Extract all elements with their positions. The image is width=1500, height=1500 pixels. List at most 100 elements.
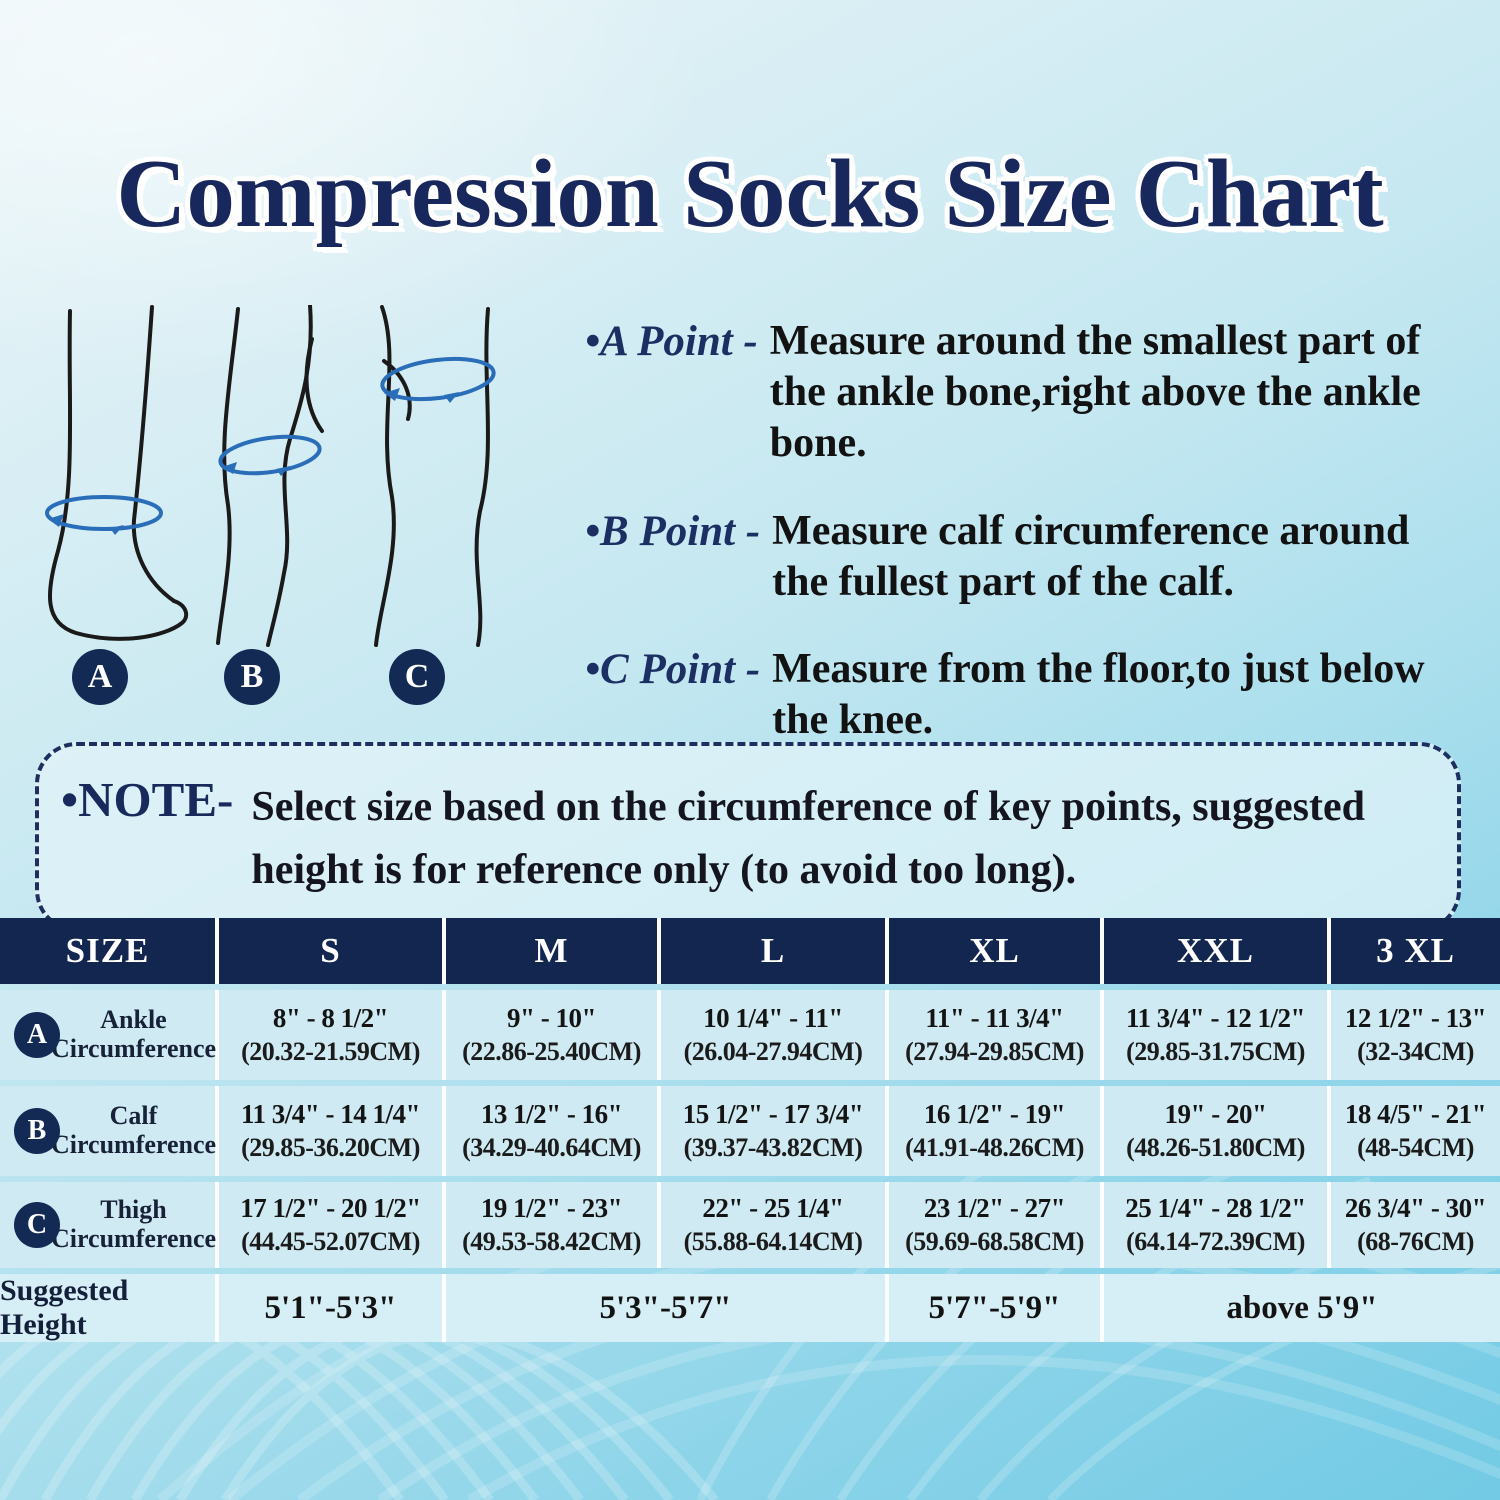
cell-cm: (48-54CM) [1357, 1132, 1474, 1162]
row-label-line2: Circumference [50, 1034, 217, 1063]
calf-measure-band-icon [218, 434, 322, 476]
legs-diagram [45, 305, 496, 647]
cell-cm: (55.88-64.14CM) [683, 1226, 863, 1256]
knee-measure-band-icon [380, 356, 496, 403]
cell-inches: 19" - 20" [1164, 1098, 1267, 1129]
cell-cm: (34.29-40.64CM) [462, 1132, 641, 1162]
leg-illustration-ankle [48, 305, 189, 641]
height-value: 5'7"-5'9" [928, 1289, 1061, 1326]
height-row-label-cell: Suggested Height [0, 1274, 219, 1342]
table-cell: 26 3/4" - 30" (68-76CM) [1331, 1182, 1500, 1268]
cell-inches: 19 1/2" - 23" [480, 1192, 623, 1223]
point-b-item: •B Point - Measure calf circumference ar… [585, 506, 1475, 608]
cell-cm: (22.86-25.40CM) [462, 1036, 641, 1066]
point-c-item: •C Point - Measure from the floor,to jus… [585, 644, 1475, 746]
header-cell-m: M [446, 918, 661, 984]
cell-cm: (29.85-36.20CM) [241, 1132, 420, 1162]
height-cell-xl: 5'7"-5'9" [889, 1274, 1104, 1342]
table-cell: 25 1/4" - 28 1/2" (64.14-72.39CM) [1104, 1182, 1331, 1268]
table-header-row: SIZE S M L XL XXL 3 XL [0, 918, 1500, 984]
row-label-ankle: A Ankle Circumference [0, 990, 219, 1080]
cell-cm: (64.14-72.39CM) [1126, 1226, 1305, 1256]
cell-inches: 11" - 11 3/4" [925, 1002, 1064, 1033]
height-row-label: Suggested Height [0, 1274, 129, 1341]
table-cell: 10 1/4" - 11" (26.04-27.94CM) [661, 990, 889, 1080]
measure-points-list: •A Point - Measure around the smallest p… [585, 316, 1475, 783]
table-row-ankle: A Ankle Circumference 8" - 8 1/2" (20.32… [0, 990, 1500, 1080]
height-cell-m-l: 5'3"-5'7" [446, 1274, 889, 1342]
table-row-calf: B Calf Circumference 11 3/4" - 14 1/4" (… [0, 1086, 1500, 1176]
point-b-label: •B Point - [585, 507, 761, 555]
cell-cm: (59.69-68.58CM) [905, 1226, 1084, 1256]
cell-inches: 11 3/4" - 14 1/4" [241, 1098, 420, 1129]
cell-inches: 11 3/4" - 12 1/2" [1126, 1002, 1305, 1033]
diagram-label-c-letter: C [404, 658, 430, 695]
cell-cm: (32-34CM) [1357, 1036, 1474, 1066]
table-cell: 18 4/5" - 21" (48-54CM) [1331, 1086, 1500, 1176]
note-text: Select size based on the circumference o… [251, 784, 1365, 893]
leg-illustration-calf [216, 305, 324, 647]
table-cell: 11 3/4" - 14 1/4" (29.85-36.20CM) [219, 1086, 446, 1176]
cell-cm: (20.32-21.59CM) [241, 1036, 420, 1066]
cell-cm: (68-76CM) [1357, 1226, 1474, 1256]
header-cell-xxl: XXL [1104, 918, 1331, 984]
point-c-label: •C Point - [585, 646, 761, 694]
cell-cm: (39.37-43.82CM) [683, 1132, 863, 1162]
cell-inches: 18 4/5" - 21" [1344, 1098, 1487, 1129]
cell-inches: 16 1/2" - 19" [923, 1098, 1066, 1129]
cell-cm: (29.85-31.75CM) [1126, 1036, 1305, 1066]
page-title: Compression Socks Size Chart [116, 140, 1384, 247]
size-table: SIZE S M L XL XXL 3 XL A Ankle Circumfer… [0, 918, 1500, 1342]
cell-cm: (26.04-27.94CM) [683, 1036, 863, 1066]
header-cell-s: S [219, 918, 446, 984]
diagram-label-b: B [224, 649, 280, 705]
row-label-thigh: C Thigh Circumference [0, 1182, 219, 1268]
height-cell-xxl-3xl: above 5'9" [1104, 1274, 1500, 1342]
table-cell: 9" - 10" (22.86-25.40CM) [446, 990, 661, 1080]
table-row-suggested-height: Suggested Height 5'1"-5'3" 5'3"-5'7" 5'7… [0, 1274, 1500, 1342]
point-a-text: Measure around the smallest part of the … [769, 318, 1421, 467]
diagram-label-c: C [389, 649, 445, 705]
table-cell: 16 1/2" - 19" (41.91-48.26CM) [889, 1086, 1104, 1176]
cell-inches: 25 1/4" - 28 1/2" [1125, 1192, 1306, 1223]
cell-inches: 22" - 25 1/4" [702, 1192, 844, 1223]
point-c-text: Measure from the floor,to just below the… [772, 646, 1425, 744]
diagram-label-b-letter: B [240, 658, 264, 695]
header-cell-3xl: 3 XL [1331, 918, 1500, 984]
cell-inches: 13 1/2" - 16" [480, 1098, 623, 1129]
cell-inches: 17 1/2" - 20 1/2" [240, 1192, 421, 1223]
height-value: 5'1"-5'3" [264, 1289, 397, 1326]
cell-inches: 15 1/2" - 17 3/4" [682, 1098, 864, 1129]
header-cell-l: L [661, 918, 889, 984]
ankle-measure-band-icon [45, 495, 163, 535]
table-cell: 23 1/2" - 27" (59.69-68.58CM) [889, 1182, 1104, 1268]
row-badge-c: C [14, 1202, 60, 1248]
diagram-label-a-letter: A [87, 658, 113, 695]
cell-cm: (27.94-29.85CM) [905, 1036, 1084, 1066]
table-cell: 19" - 20" (48.26-51.80CM) [1104, 1086, 1331, 1176]
cell-inches: 8" - 8 1/2" [272, 1002, 389, 1033]
cell-inches: 26 3/4" - 30" [1344, 1192, 1487, 1223]
header-cell-size: SIZE [0, 918, 219, 984]
cell-cm: (41.91-48.26CM) [905, 1132, 1084, 1162]
cell-inches: 12 1/2" - 13" [1344, 1002, 1487, 1033]
cell-cm: (49.53-58.42CM) [462, 1226, 641, 1256]
cell-cm: (44.45-52.07CM) [241, 1226, 420, 1256]
table-cell: 15 1/2" - 17 3/4" (39.37-43.82CM) [661, 1086, 889, 1176]
point-b-text: Measure calf circumference around the fu… [772, 507, 1410, 605]
row-label-line2: Circumference [50, 1224, 217, 1253]
height-value: 5'3"-5'7" [599, 1289, 732, 1326]
row-label-line2: Circumference [50, 1130, 217, 1159]
table-cell: 12 1/2" - 13" (32-34CM) [1331, 990, 1500, 1080]
point-a-label: •A Point - [585, 318, 758, 365]
row-label-line1: Calf [109, 1101, 158, 1131]
leg-illustration-knee [374, 305, 490, 647]
cell-cm: (48.26-51.80CM) [1126, 1132, 1305, 1162]
table-cell: 11 3/4" - 12 1/2" (29.85-31.75CM) [1104, 990, 1331, 1080]
note-box: •NOTE- Select size based on the circumfe… [35, 742, 1461, 932]
row-badge-b: B [14, 1108, 60, 1154]
cell-inches: 23 1/2" - 27" [923, 1192, 1066, 1223]
header-cell-xl: XL [889, 918, 1104, 984]
row-badge-a: A [14, 1012, 60, 1058]
